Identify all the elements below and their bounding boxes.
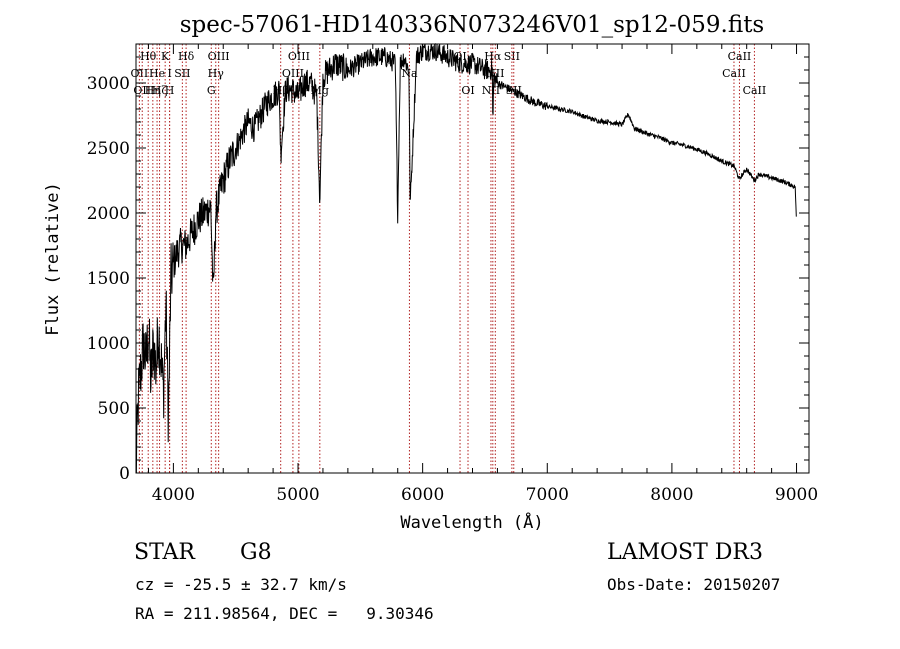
line-label: Hθ [140, 50, 157, 63]
x-tick-label: 9000 [775, 485, 818, 505]
redshift-cz: cz = -25.5 ± 32.7 km/s [135, 575, 347, 594]
y-tick-label: 2000 [87, 204, 130, 224]
line-label: CaII [743, 84, 767, 97]
y-tick-label: 500 [98, 399, 130, 419]
x-tick-label: 5000 [276, 485, 319, 505]
line-label: He [149, 67, 165, 80]
line-label: Hγ [208, 67, 225, 80]
x-axis: 4000 5000 6000 7000 8000 9000 [147, 44, 818, 505]
chart-title: spec-57061-HD140336N073246V01_sp12-059.f… [180, 12, 765, 38]
y-tick-label: 1000 [87, 334, 130, 354]
line-label: Hα [484, 50, 502, 63]
line-label: Hδ [178, 50, 195, 63]
line-label: Na [401, 67, 418, 80]
line-label: OIII [208, 50, 230, 63]
line-label: G [207, 84, 216, 97]
line-label: K [161, 50, 170, 63]
spectrum-line [135, 43, 797, 474]
line-label: CaII [728, 50, 752, 63]
line-label: I [167, 67, 171, 80]
object-class: STAR [134, 540, 195, 565]
y-tick-label: 3000 [87, 74, 130, 94]
line-label: CaII [722, 67, 746, 80]
x-tick-label: 8000 [650, 485, 693, 505]
line-label: SII [174, 67, 190, 80]
y-tick-label: 0 [119, 464, 130, 484]
line-label: Hζ [152, 84, 168, 97]
line-label: OIII [288, 50, 310, 63]
line-label: OII [133, 84, 151, 97]
y-axis: 0 500 1000 1500 2000 2500 3000 [87, 56, 809, 484]
y-axis-label: Flux (relative) [43, 182, 63, 336]
line-label: OI [461, 84, 474, 97]
survey-name: LAMOST DR3 [607, 540, 763, 565]
x-axis-label: Wavelength (Å) [400, 511, 543, 533]
y-tick-label: 2500 [87, 139, 130, 159]
plot-frame [135, 43, 810, 474]
observation-date: Obs-Date: 20150207 [607, 575, 781, 594]
line-label: OII [131, 67, 149, 80]
y-tick-label: 1500 [87, 269, 130, 289]
spectral-line-markers: OIIOIIHθHηHeHζKHISIIHδGHγOIIIHβOIIIOIIIM… [131, 44, 767, 473]
object-subclass: G8 [240, 540, 272, 565]
line-label: NII [482, 84, 500, 97]
x-tick-label: 6000 [401, 485, 444, 505]
x-tick-label: 7000 [526, 485, 569, 505]
line-label: SII [504, 50, 520, 63]
ra-dec-coordinates: RA = 211.98564, DEC = 9.30346 [135, 604, 434, 623]
x-tick-label: 4000 [152, 485, 195, 505]
